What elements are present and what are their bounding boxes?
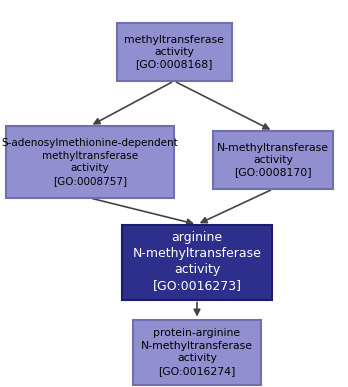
FancyBboxPatch shape	[122, 224, 272, 300]
FancyBboxPatch shape	[6, 126, 174, 198]
FancyBboxPatch shape	[133, 320, 261, 385]
FancyBboxPatch shape	[213, 131, 333, 189]
Text: methyltransferase
activity
[GO:0008168]: methyltransferase activity [GO:0008168]	[124, 34, 224, 69]
Text: S-adenosylmethionine-dependent
methyltransferase
activity
[GO:0008757]: S-adenosylmethionine-dependent methyltra…	[2, 139, 179, 186]
Text: N-methyltransferase
activity
[GO:0008170]: N-methyltransferase activity [GO:0008170…	[217, 142, 329, 177]
FancyBboxPatch shape	[117, 23, 231, 81]
Text: protein-arginine
N-methyltransferase
activity
[GO:0016274]: protein-arginine N-methyltransferase act…	[141, 329, 253, 376]
Text: arginine
N-methyltransferase
activity
[GO:0016273]: arginine N-methyltransferase activity [G…	[133, 231, 261, 293]
